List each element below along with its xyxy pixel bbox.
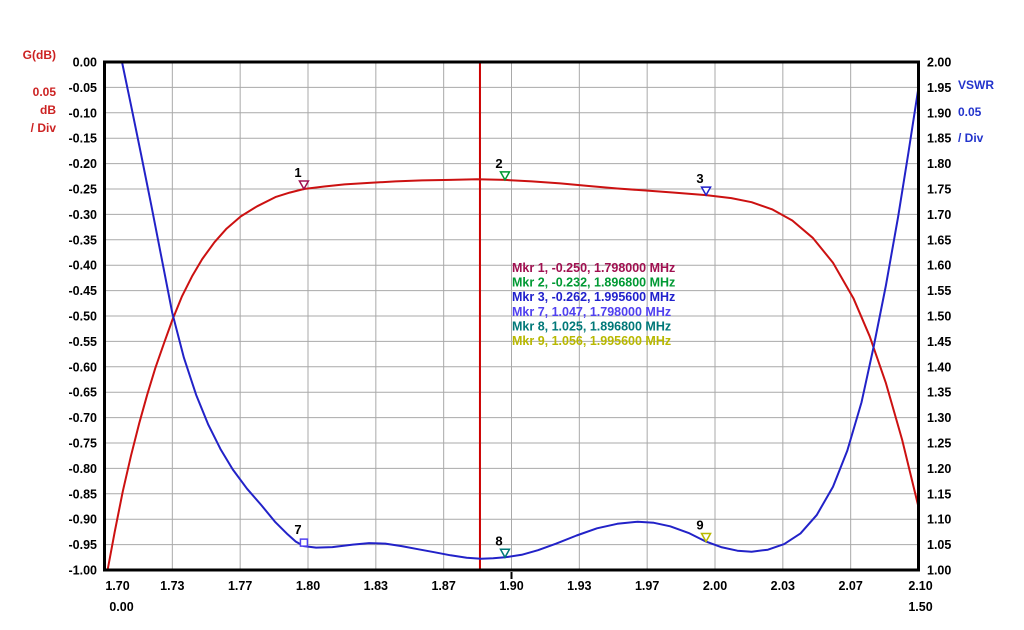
- right-tick-label: 1.55: [927, 284, 951, 298]
- right-tick-label: 1.25: [927, 437, 951, 451]
- left-tick-label: -0.40: [69, 259, 98, 273]
- left-tick-label: -0.75: [69, 437, 98, 451]
- right-tick-label: 1.75: [927, 183, 951, 197]
- gain-curve: [106, 178, 919, 570]
- x-tick-label: 1.97: [635, 579, 659, 593]
- left-tick-label: -0.50: [69, 310, 98, 324]
- x-sub-label-left: 0.00: [109, 600, 133, 614]
- left-tick-label: -0.90: [69, 513, 98, 527]
- right-tick-label: 1.15: [927, 487, 951, 501]
- marker-glyph-3: [700, 186, 712, 197]
- x-tick-label: 1.77: [228, 579, 252, 593]
- left-tick-label: -0.20: [69, 157, 98, 171]
- marker-glyph-8: [499, 548, 511, 559]
- marker-number-8: 8: [495, 533, 502, 548]
- left-tick-label: -0.10: [69, 106, 98, 120]
- marker-glyph-9: [700, 532, 712, 544]
- left-tick-label: -1.00: [69, 564, 98, 578]
- marker-number-9: 9: [696, 518, 703, 533]
- left-tick-label: -0.65: [69, 386, 98, 400]
- x-tick-label: 1.70: [105, 579, 129, 593]
- right-tick-label: 1.80: [927, 157, 951, 171]
- right-tick-label: 2.00: [927, 56, 951, 70]
- left-tick-label: 0.00: [73, 56, 97, 70]
- marker-readout-line: Mkr 7, 1.047, 1.798000 MHz: [512, 305, 671, 319]
- left-tick-label: -0.85: [69, 487, 98, 501]
- right-tick-label: 1.40: [927, 360, 951, 374]
- marker-glyph-7: [299, 538, 309, 547]
- marker-readout-line: Mkr 2, -0.232, 1.896800 MHz: [512, 276, 675, 290]
- left-tick-label: -0.70: [69, 411, 98, 425]
- right-axis-scale-per-div: 0.05: [958, 105, 982, 119]
- right-tick-label: 1.60: [927, 259, 951, 273]
- x-tick-label: 1.93: [567, 579, 591, 593]
- left-axis-title: G(dB): [22, 48, 56, 62]
- marker-readout-line: Mkr 9, 1.056, 1.995600 MHz: [512, 334, 671, 348]
- marker-readout-line: Mkr 1, -0.250, 1.798000 MHz: [512, 261, 675, 275]
- x-tick-label: 2.07: [838, 579, 862, 593]
- right-tick-label: 1.05: [927, 538, 951, 552]
- left-axis-div-label: / Div: [30, 121, 56, 135]
- left-tick-label: -0.30: [69, 208, 98, 222]
- left-tick-label: -0.55: [69, 335, 98, 349]
- left-tick-label: -0.25: [69, 183, 98, 197]
- x-tick-label: 2.10: [908, 579, 932, 593]
- x-tick-label: 1.83: [364, 579, 388, 593]
- right-tick-label: 1.00: [927, 564, 951, 578]
- right-tick-label: 1.45: [927, 335, 951, 349]
- right-tick-label: 1.35: [927, 386, 951, 400]
- left-tick-label: -0.35: [69, 233, 98, 247]
- x-tick-label: 2.00: [703, 579, 727, 593]
- marker-number-7: 7: [294, 522, 301, 537]
- left-axis-unit: dB: [40, 103, 56, 117]
- right-axis-title: VSWR: [958, 78, 994, 92]
- x-tick-label: 1.80: [296, 579, 320, 593]
- marker-number-3: 3: [696, 171, 703, 186]
- x-tick-label: 2.03: [771, 579, 795, 593]
- left-tick-label: -0.60: [69, 360, 98, 374]
- marker-number-1: 1: [294, 165, 301, 180]
- marker-glyph-1: [298, 180, 310, 191]
- left-tick-label: -0.05: [69, 81, 98, 95]
- left-tick-label: -0.95: [69, 538, 98, 552]
- marker-readout-line: Mkr 8, 1.025, 1.896800 MHz: [512, 319, 671, 333]
- left-tick-label: -0.80: [69, 462, 98, 476]
- right-axis-div-label: / Div: [958, 131, 984, 145]
- right-tick-label: 1.95: [927, 81, 951, 95]
- x-tick-label: 1.73: [160, 579, 184, 593]
- x-tick-label: 1.90: [499, 579, 523, 593]
- right-tick-label: 1.70: [927, 208, 951, 222]
- right-tick-label: 1.65: [927, 233, 951, 247]
- vswr-curve: [121, 62, 919, 560]
- x-sub-label-right: 1.50: [908, 600, 932, 614]
- left-tick-label: -0.15: [69, 132, 98, 146]
- left-axis-scale-per-div: 0.05: [32, 85, 56, 99]
- right-tick-label: 1.10: [927, 513, 951, 527]
- right-tick-label: 1.50: [927, 310, 951, 324]
- right-tick-label: 1.30: [927, 411, 951, 425]
- marker-glyph-2: [499, 171, 511, 182]
- right-tick-label: 1.20: [927, 462, 951, 476]
- x-tick-label: 1.87: [431, 579, 455, 593]
- left-tick-label: -0.45: [69, 284, 98, 298]
- right-tick-label: 1.85: [927, 132, 951, 146]
- marker-number-2: 2: [495, 156, 502, 171]
- right-tick-label: 1.90: [927, 106, 951, 120]
- marker-readout-line: Mkr 3, -0.262, 1.995600 MHz: [512, 290, 675, 304]
- plot-frame: [103, 60, 920, 572]
